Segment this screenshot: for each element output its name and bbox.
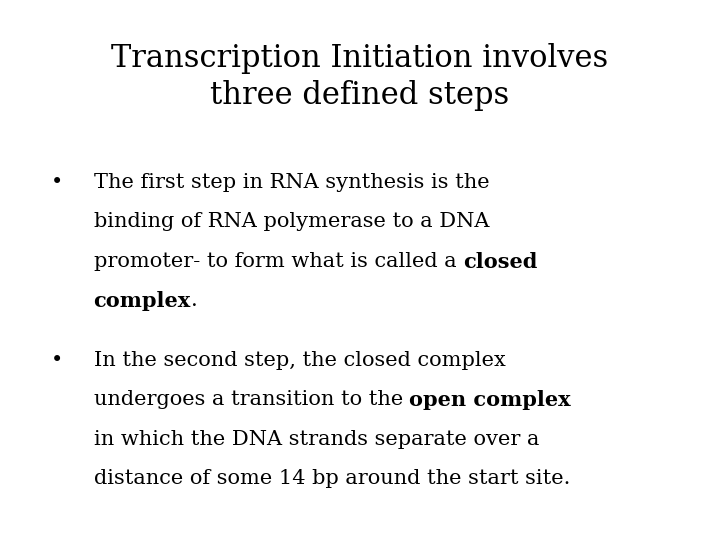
Text: Transcription Initiation involves
three defined steps: Transcription Initiation involves three …	[112, 43, 608, 111]
Text: binding of RNA polymerase to a DNA: binding of RNA polymerase to a DNA	[94, 212, 489, 231]
Text: open complex: open complex	[410, 390, 571, 410]
Text: promoter- to form what is called a: promoter- to form what is called a	[94, 252, 463, 271]
Text: •: •	[50, 173, 63, 192]
Text: in which the DNA strands separate over a: in which the DNA strands separate over a	[94, 430, 539, 449]
Text: •: •	[50, 351, 63, 370]
Text: undergoes a transition to the: undergoes a transition to the	[94, 390, 410, 409]
Text: distance of some 14 bp around the start site.: distance of some 14 bp around the start …	[94, 469, 570, 488]
Text: The first step in RNA synthesis is the: The first step in RNA synthesis is the	[94, 173, 489, 192]
Text: closed: closed	[463, 252, 537, 272]
Text: complex: complex	[94, 291, 191, 311]
Text: In the second step, the closed complex: In the second step, the closed complex	[94, 351, 505, 370]
Text: .: .	[191, 291, 197, 310]
